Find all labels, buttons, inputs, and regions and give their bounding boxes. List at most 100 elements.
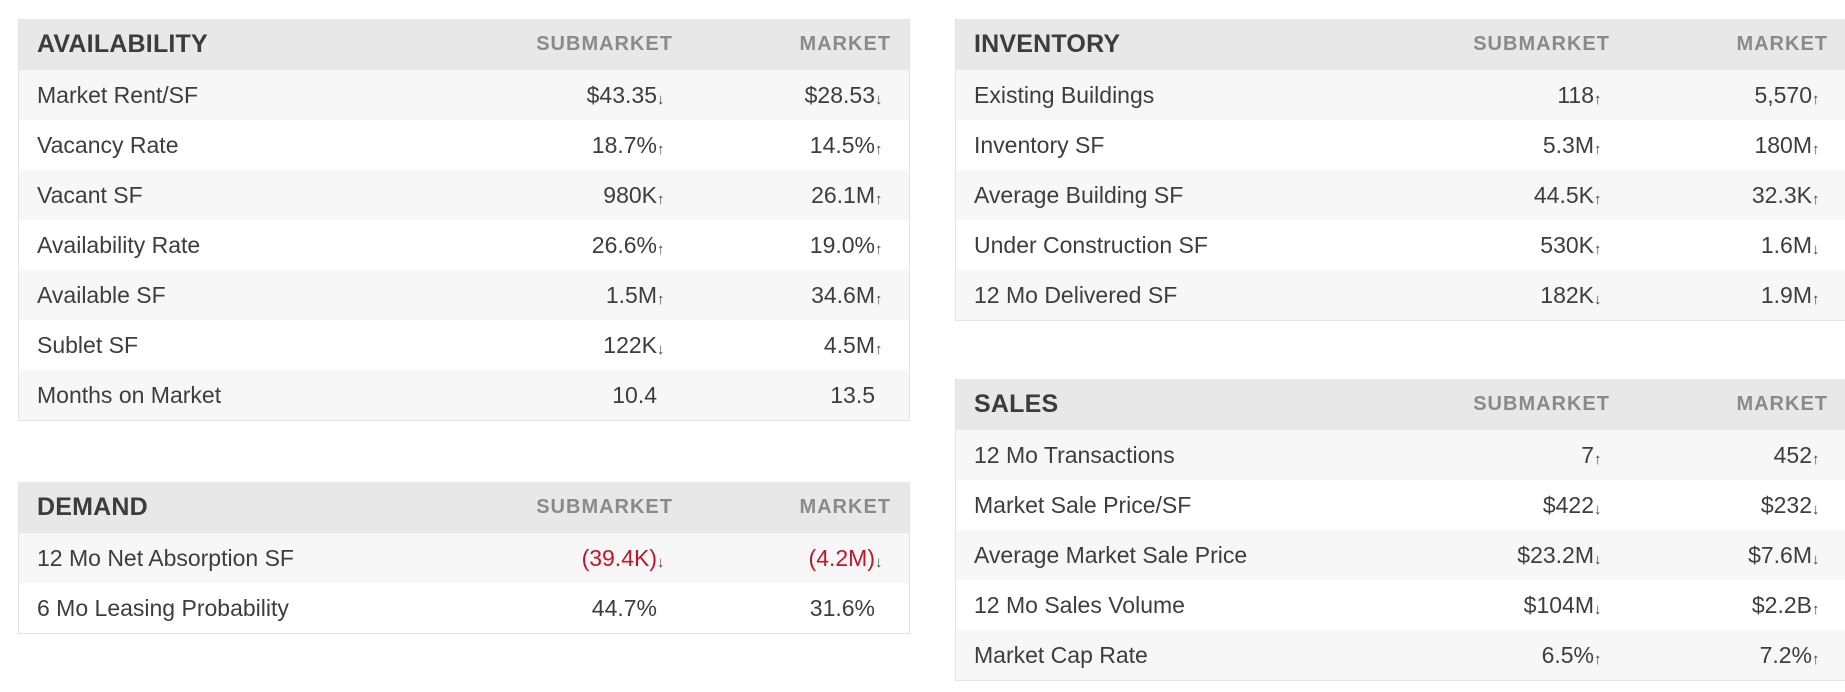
table-row: Vacant SF 980K↑ 26.1M↑ <box>19 170 909 220</box>
table-row: Under Construction SF 530K↑ 1.6M↓ <box>956 220 1845 270</box>
arrow-down-icon: ↓ <box>875 553 883 571</box>
submarket-value: 44.5K↑ <box>1410 182 1610 209</box>
row-label: Sublet SF <box>37 331 138 358</box>
market-value: 26.1M↑ <box>673 182 891 209</box>
table-row: Average Building SF 44.5K↑ 32.3K↑ <box>956 170 1845 220</box>
panel-title: DEMAND <box>37 493 148 521</box>
row-label: Market Rent/SF <box>37 81 199 108</box>
arrow-up-icon: ↑ <box>1594 450 1602 468</box>
table-row: Inventory SF 5.3M↑ 180M↑ <box>956 120 1845 170</box>
market-column-header: MARKET <box>799 33 891 55</box>
arrow-up-icon: ↑ <box>1812 450 1820 468</box>
row-label: Market Sale Price/SF <box>974 491 1192 518</box>
market-value-text: 14.5% <box>809 131 875 158</box>
submarket-value-text: 118 <box>1557 81 1594 108</box>
market-value: 19.0%↑ <box>673 232 891 259</box>
market-value: 1.6M↓ <box>1610 232 1828 259</box>
market-value: 13.5↑ <box>673 382 891 409</box>
market-value: $28.53↓ <box>673 82 891 109</box>
submarket-value: 122K↓ <box>473 332 673 359</box>
row-label: Market Cap Rate <box>974 641 1148 668</box>
row-label: 12 Mo Net Absorption SF <box>37 544 294 571</box>
submarket-value: 5.3M↑ <box>1410 132 1610 159</box>
sales-rows: 12 Mo Transactions 7↑ 452↑ Market Sale Pric… <box>956 430 1845 680</box>
arrow-up-icon: ↑ <box>875 240 883 258</box>
table-row: 6 Mo Leasing Probability 44.7%↑31.6%↑ <box>19 583 909 633</box>
table-row: Availability Rate 26.6%↑ 19.0%↑ <box>19 220 909 270</box>
table-row: 12 Mo Transactions 7↑ 452↑ <box>956 430 1845 480</box>
market-value-text: 31.6% <box>809 594 875 621</box>
arrow-up-icon: ↑ <box>875 140 883 158</box>
table-row: 12 Mo Sales Volume $104M↓ $2.2B↑ <box>956 580 1845 630</box>
arrow-down-icon: ↓ <box>1812 500 1820 518</box>
market-value-text: 32.3K <box>1751 181 1812 208</box>
submarket-value-text: $43.35 <box>586 81 657 108</box>
market-value-text: 180M <box>1754 131 1812 158</box>
row-label: 12 Mo Sales Volume <box>974 591 1185 618</box>
market-value-text: $28.53 <box>804 81 875 108</box>
arrow-up-icon: ↑ <box>1812 190 1820 208</box>
table-row: Market Cap Rate 6.5%↑ 7.2% ↑ <box>956 630 1845 680</box>
table-row: Market Sale Price/SF $422↓ $232↓ <box>956 480 1845 530</box>
demand-rows: 12 Mo Net Absorption SF (39.4K) ↓ (4.2M)↓ 6 … <box>19 533 909 633</box>
market-value-text: 7.2% <box>1759 641 1812 668</box>
arrow-up-icon: ↑ <box>657 140 665 158</box>
market-value: $2.2B↑ <box>1610 592 1828 619</box>
submarket-value-text: (39.4K) <box>581 544 657 571</box>
arrow-down-icon: ↓ <box>875 90 883 108</box>
market-value-text: 26.1M <box>811 181 875 208</box>
table-row: Available SF 1.5M↑ 34.6M↑ <box>19 270 909 320</box>
arrow-up-icon: ↑ <box>1594 650 1602 668</box>
market-value-text: $2.2B <box>1751 591 1812 618</box>
row-label: Availability Rate <box>37 231 201 258</box>
availability-header: AVAILABILITY SUBMARKET MARKET <box>19 19 909 70</box>
market-column-header: MARKET <box>1736 33 1828 55</box>
submarket-value-text: 182K <box>1540 281 1594 308</box>
arrow-down-icon: ↓ <box>657 340 665 358</box>
row-label: Months on Market <box>37 381 222 408</box>
market-value-text: (4.2M) <box>808 544 875 571</box>
market-value: 1.9M↑ <box>1610 282 1828 309</box>
submarket-value: 118↑ <box>1410 82 1610 109</box>
row-label: Average Market Sale Price <box>974 541 1248 568</box>
arrow-up-icon: ↑ <box>875 190 883 208</box>
arrow-down-icon: ↓ <box>1812 240 1820 258</box>
market-value: 5,570↑ <box>1610 82 1828 109</box>
market-value-text: $7.6M <box>1748 541 1812 568</box>
arrow-up-icon: ↑ <box>657 290 665 308</box>
table-row: Average Market Sale Price $23.2M↓ $7.6M↓ <box>956 530 1845 580</box>
submarket-column-header: SUBMARKET <box>1473 33 1610 55</box>
market-value: $232↓ <box>1610 492 1828 519</box>
submarket-value-text: 18.7% <box>591 131 657 158</box>
submarket-value-text: 10.4 <box>612 381 657 408</box>
submarket-value-text: 6.5% <box>1541 641 1594 668</box>
table-row: Sublet SF 122K↓ 4.5M↑ <box>19 320 909 370</box>
demand-panel: DEMAND SUBMARKET MARKET 12 Mo Net Absorp… <box>18 482 910 634</box>
table-row: 12 Mo Net Absorption SF (39.4K) ↓ (4.2M)↓ <box>19 533 909 583</box>
submarket-value: 980K↑ <box>473 182 673 209</box>
inventory-panel: INVENTORY SUBMARKET MARKET Existing Buil… <box>955 19 1845 321</box>
market-value: 32.3K↑ <box>1610 182 1828 209</box>
row-label: 12 Mo Transactions <box>974 441 1175 468</box>
market-value: 452↑ <box>1610 442 1828 469</box>
arrow-down-icon: ↓ <box>657 90 665 108</box>
market-value-text: 1.6M <box>1760 231 1812 258</box>
submarket-column-header: SUBMARKET <box>536 33 673 55</box>
market-value-text: 19.0% <box>809 231 875 258</box>
submarket-value: 18.7%↑ <box>473 132 673 159</box>
row-label: Under Construction SF <box>974 231 1208 258</box>
market-value: (4.2M)↓ <box>673 545 891 572</box>
arrow-up-icon: ↑ <box>1594 140 1602 158</box>
submarket-value: 6.5%↑ <box>1410 642 1610 669</box>
submarket-value: 7↑ <box>1410 442 1610 469</box>
arrow-up-icon: ↑ <box>875 290 883 308</box>
arrow-up-icon: ↑ <box>657 240 665 258</box>
submarket-value-text: 122K <box>603 331 657 358</box>
submarket-value-text: 44.7% <box>591 594 657 621</box>
arrow-up-icon: ↑ <box>875 340 883 358</box>
submarket-value: $43.35↓ <box>473 82 673 109</box>
row-label: Vacant SF <box>37 181 143 208</box>
inventory-rows: Existing Buildings 118↑ 5,570↑ Inventory SF… <box>956 70 1845 320</box>
table-row: 12 Mo Delivered SF 182K↓ 1.9M↑ <box>956 270 1845 320</box>
arrow-up-icon: ↑ <box>1812 600 1820 618</box>
